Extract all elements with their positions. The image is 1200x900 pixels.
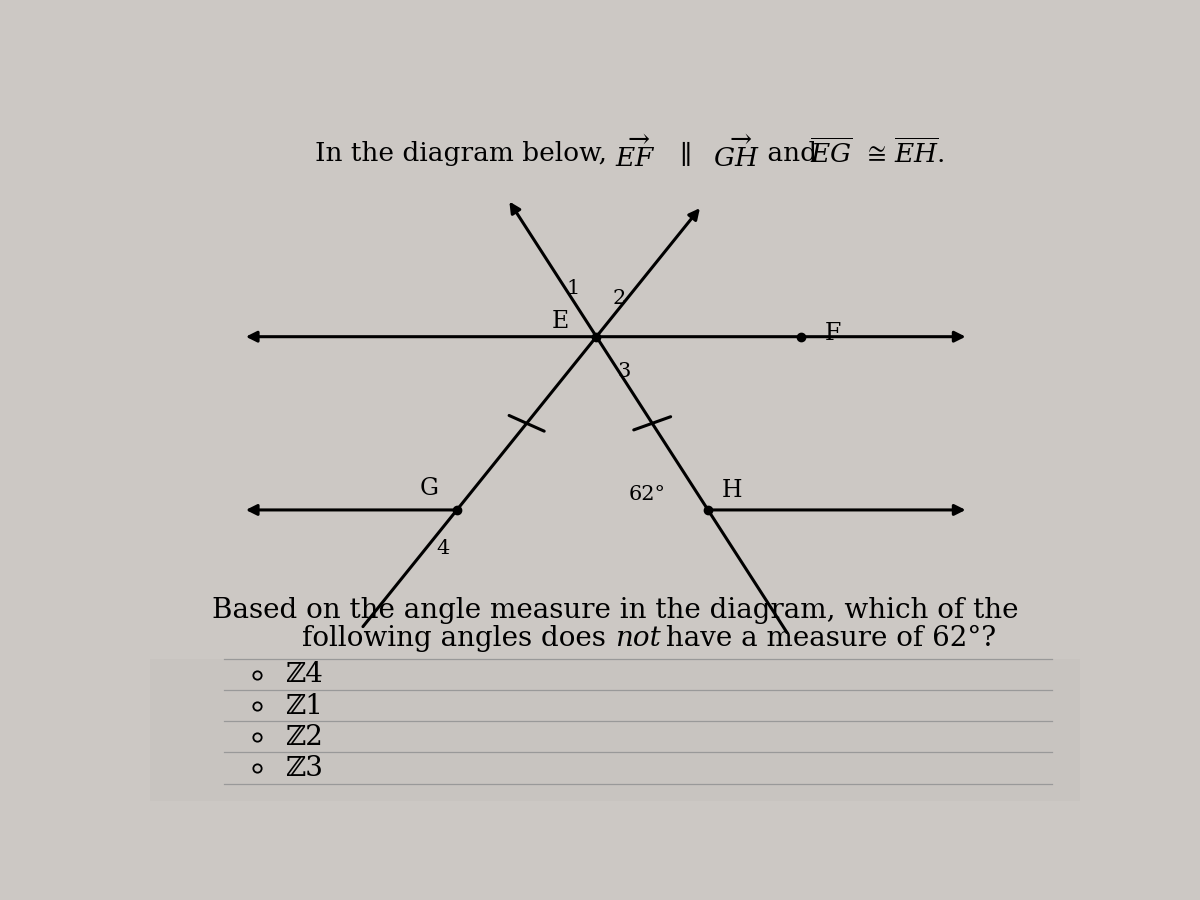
Text: $\overrightarrow{GH}$: $\overrightarrow{GH}$	[713, 135, 760, 172]
Text: and: and	[760, 140, 826, 166]
Text: Based on the angle measure in the diagram, which of the: Based on the angle measure in the diagra…	[211, 597, 1019, 624]
Text: not: not	[616, 625, 661, 652]
Text: have a measure of 62°?: have a measure of 62°?	[656, 625, 996, 652]
Text: F: F	[824, 321, 841, 345]
Text: following angles does: following angles does	[302, 625, 616, 652]
Text: G: G	[419, 476, 438, 500]
Text: $\overrightarrow{EF}$: $\overrightarrow{EF}$	[616, 135, 655, 172]
Text: $\parallel$: $\parallel$	[666, 139, 698, 167]
Text: $\overline{EH}$.: $\overline{EH}$.	[894, 139, 944, 168]
Text: ℤ1: ℤ1	[284, 693, 323, 720]
Text: 3: 3	[618, 362, 631, 381]
Text: E: E	[551, 310, 569, 333]
Text: 1: 1	[566, 279, 580, 298]
Text: ℤ3: ℤ3	[284, 755, 323, 782]
Text: $\overline{EG}$: $\overline{EG}$	[810, 139, 853, 168]
Text: $\cong$: $\cong$	[854, 140, 893, 166]
Text: ℤ4: ℤ4	[284, 662, 323, 688]
Text: In the diagram below,: In the diagram below,	[314, 140, 616, 166]
Text: 2: 2	[613, 289, 626, 308]
Text: 4: 4	[437, 538, 450, 558]
FancyBboxPatch shape	[150, 659, 1080, 801]
Text: ℤ2: ℤ2	[284, 724, 323, 751]
Text: 62°: 62°	[629, 485, 666, 504]
Text: H: H	[722, 479, 743, 501]
